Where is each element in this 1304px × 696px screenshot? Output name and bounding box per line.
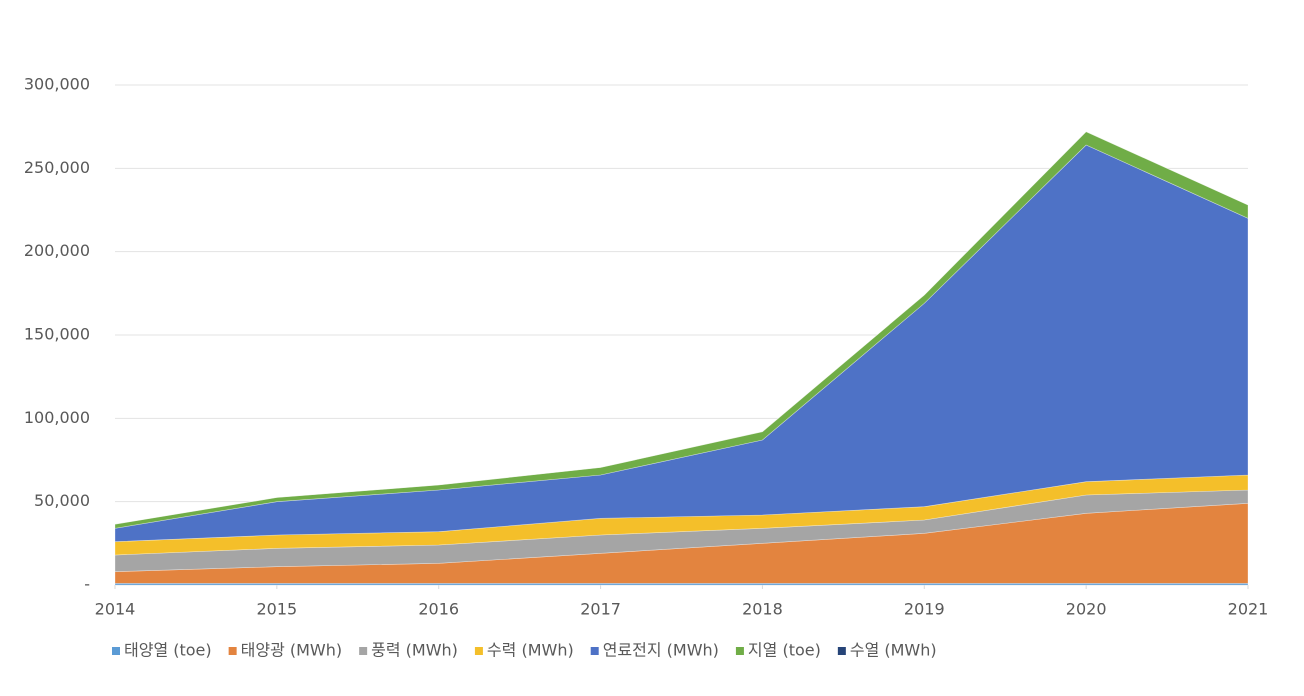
x-tick-label: 2020	[1066, 600, 1107, 619]
legend-label: 태양열 (toe)	[124, 641, 212, 660]
area	[114, 131, 1249, 525]
x-tick-label: 2019	[904, 600, 945, 619]
x-tick-label: 2015	[256, 600, 297, 619]
legend-swatch	[837, 647, 846, 655]
legend-swatch	[474, 647, 483, 655]
legend-swatch	[359, 647, 368, 655]
area	[114, 144, 1249, 542]
legend-label: 태양광 (MWh)	[241, 641, 343, 660]
x-tick-label: 2016	[418, 600, 459, 619]
x-tick-label: 2017	[580, 600, 621, 619]
legend-label: 수력 (MWh)	[487, 641, 574, 660]
x-tick-label: 2014	[95, 600, 136, 619]
y-tick-label: 150,000	[24, 325, 90, 344]
legend-swatch	[590, 647, 599, 655]
y-tick-label: 250,000	[24, 158, 90, 177]
legend-label: 수열 (MWh)	[850, 641, 937, 660]
legend-swatch	[228, 647, 237, 655]
x-tick-label: 2018	[742, 600, 783, 619]
legend-label: 연료전지 (MWh)	[603, 641, 719, 660]
legend-label: 풍력 (MWh)	[371, 641, 458, 660]
y-tick-label: -	[84, 575, 90, 594]
legend-label: 지열 (toe)	[748, 641, 821, 660]
y-tick-label: 50,000	[34, 491, 90, 510]
y-tick-label: 200,000	[24, 241, 90, 260]
x-tick-label: 2021	[1228, 600, 1269, 619]
y-tick-label: 100,000	[24, 408, 90, 427]
y-tick-label: 300,000	[24, 75, 90, 94]
legend-swatch	[112, 647, 120, 655]
legend-swatch	[735, 647, 744, 655]
